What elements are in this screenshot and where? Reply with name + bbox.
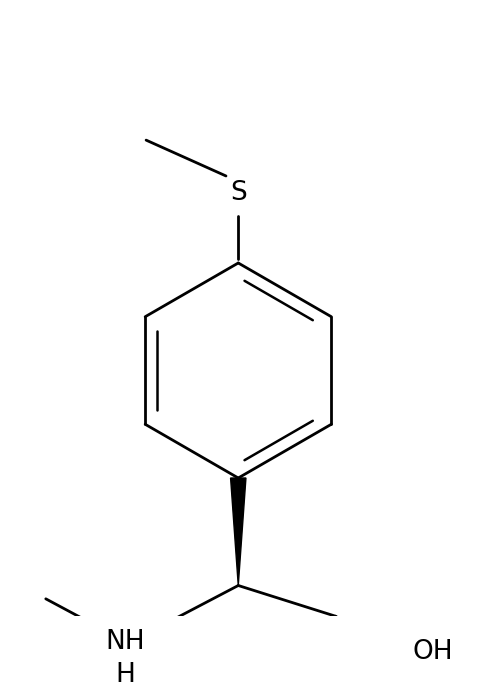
- Polygon shape: [231, 478, 246, 586]
- Text: S: S: [230, 180, 247, 206]
- Text: H: H: [116, 661, 136, 688]
- Text: OH: OH: [413, 639, 453, 665]
- Text: NH: NH: [106, 629, 146, 655]
